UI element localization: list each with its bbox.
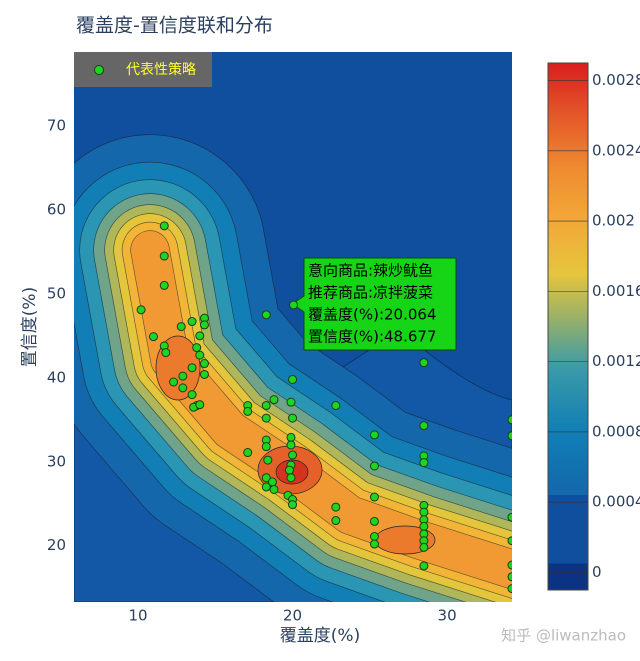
scatter-point (195, 350, 205, 360)
scatter-point (507, 536, 512, 546)
scatter-point (199, 359, 209, 369)
scatter-point (331, 502, 341, 512)
y-tick-label: 50 (47, 284, 66, 302)
colorbar-tick-label: 0.0024 (592, 141, 640, 159)
scatter-point (178, 383, 188, 393)
scatter-point (192, 343, 202, 353)
scatter-point (176, 322, 186, 332)
scatter-point (159, 280, 169, 290)
scatter-point (284, 465, 294, 475)
scatter-point (331, 401, 341, 411)
scatter-point (369, 430, 379, 440)
scatter-point (419, 521, 429, 531)
scatter-points (136, 221, 512, 594)
scatter-point (286, 397, 296, 407)
scatter-point (263, 455, 273, 465)
scatter-point (261, 413, 271, 423)
scatter-point (419, 507, 429, 517)
scatter-point (169, 377, 179, 387)
scatter-point (243, 406, 253, 416)
scatter-point (507, 512, 512, 522)
colorbar-tick-label: 0 (592, 563, 602, 581)
scatter-point (159, 221, 169, 231)
colorbar (547, 62, 589, 591)
scatter-point (269, 395, 279, 405)
colorbar-tick-label: 0.0008 (592, 422, 640, 440)
scatter-point (161, 348, 171, 358)
scatter-point (369, 492, 379, 502)
scatter-point (289, 300, 299, 310)
colorbar-tick-label: 0.0028 (592, 71, 640, 89)
colorbar-tick-label: 0.0012 (592, 352, 640, 370)
colorbar-ticks: 0 0.0004 0.0008 0.0012 0.0016 0.002 0.0024 0.00… (548, 71, 640, 581)
scatter-point (369, 461, 379, 471)
x-tick-label: 30 (438, 607, 457, 625)
scatter-point (288, 413, 298, 423)
scatter-point (507, 560, 512, 570)
scatter-point (369, 532, 379, 542)
y-axis-title: 置信度(%) (20, 287, 40, 367)
scatter-point (187, 317, 197, 327)
scatter-point (369, 516, 379, 526)
scatter-point (331, 516, 341, 526)
scatter-point (261, 310, 271, 320)
y-tick-label: 70 (47, 116, 66, 134)
x-axis-title: 覆盖度(%) (280, 626, 360, 646)
scatter-point (507, 415, 512, 425)
scatter-point (286, 473, 296, 483)
scatter-point (288, 374, 298, 384)
scatter-point (199, 369, 209, 379)
legend-label: 代表性策略 (126, 61, 196, 78)
y-tick-label: 20 (47, 536, 66, 554)
y-tick-label: 60 (47, 200, 66, 218)
scatter-point (261, 442, 271, 452)
colorbar-tick-label: 0.0016 (592, 282, 640, 300)
scatter-point (199, 320, 209, 330)
scatter-point (195, 400, 205, 410)
colorbar-tick-label: 0.0004 (592, 493, 640, 511)
scatter-point (286, 432, 296, 442)
legend-marker (94, 65, 104, 75)
scatter-point (159, 251, 169, 261)
plot-area (74, 52, 512, 602)
scatter-point (261, 473, 271, 483)
scatter-point (419, 542, 429, 552)
y-tick-label: 30 (47, 452, 66, 470)
chart-title: 覆盖度-置信度联和分布 (76, 15, 273, 37)
tooltip-line: 覆盖度(%):20.064 (308, 306, 437, 324)
scatter-point (243, 448, 253, 458)
scatter-point (269, 484, 279, 494)
tooltip-line: 置信度(%):48.677 (308, 328, 437, 346)
tooltip-box (291, 257, 457, 351)
scatter-point (286, 440, 296, 450)
tooltip-line: 推荐商品:凉拌菠菜 (308, 284, 433, 302)
scatter-point (288, 450, 298, 460)
scatter-point (187, 363, 197, 373)
y-tick-label: 40 (47, 368, 66, 386)
scatter-point (419, 358, 429, 368)
scatter-point (261, 482, 271, 492)
scatter-point (507, 584, 512, 594)
scatter-point (507, 431, 512, 441)
scatter-point (288, 500, 298, 510)
scatter-point (261, 401, 271, 411)
watermark: 知乎 @liwanzhao (501, 627, 626, 645)
x-tick-label: 20 (283, 607, 302, 625)
scatter-point (507, 572, 512, 582)
scatter-point (419, 458, 429, 468)
scatter-point (187, 390, 197, 400)
scatter-point (136, 305, 146, 315)
scatter-point (195, 331, 205, 341)
scatter-point (419, 421, 429, 431)
colorbar-tick-label: 0.002 (592, 212, 635, 230)
scatter-point (369, 539, 379, 549)
scatter-point (419, 561, 429, 571)
scatter-point (178, 371, 188, 381)
tooltip-line: 意向商品:辣炒鱿鱼 (308, 262, 433, 280)
scatter-point (148, 332, 158, 342)
x-tick-label: 10 (128, 607, 147, 625)
